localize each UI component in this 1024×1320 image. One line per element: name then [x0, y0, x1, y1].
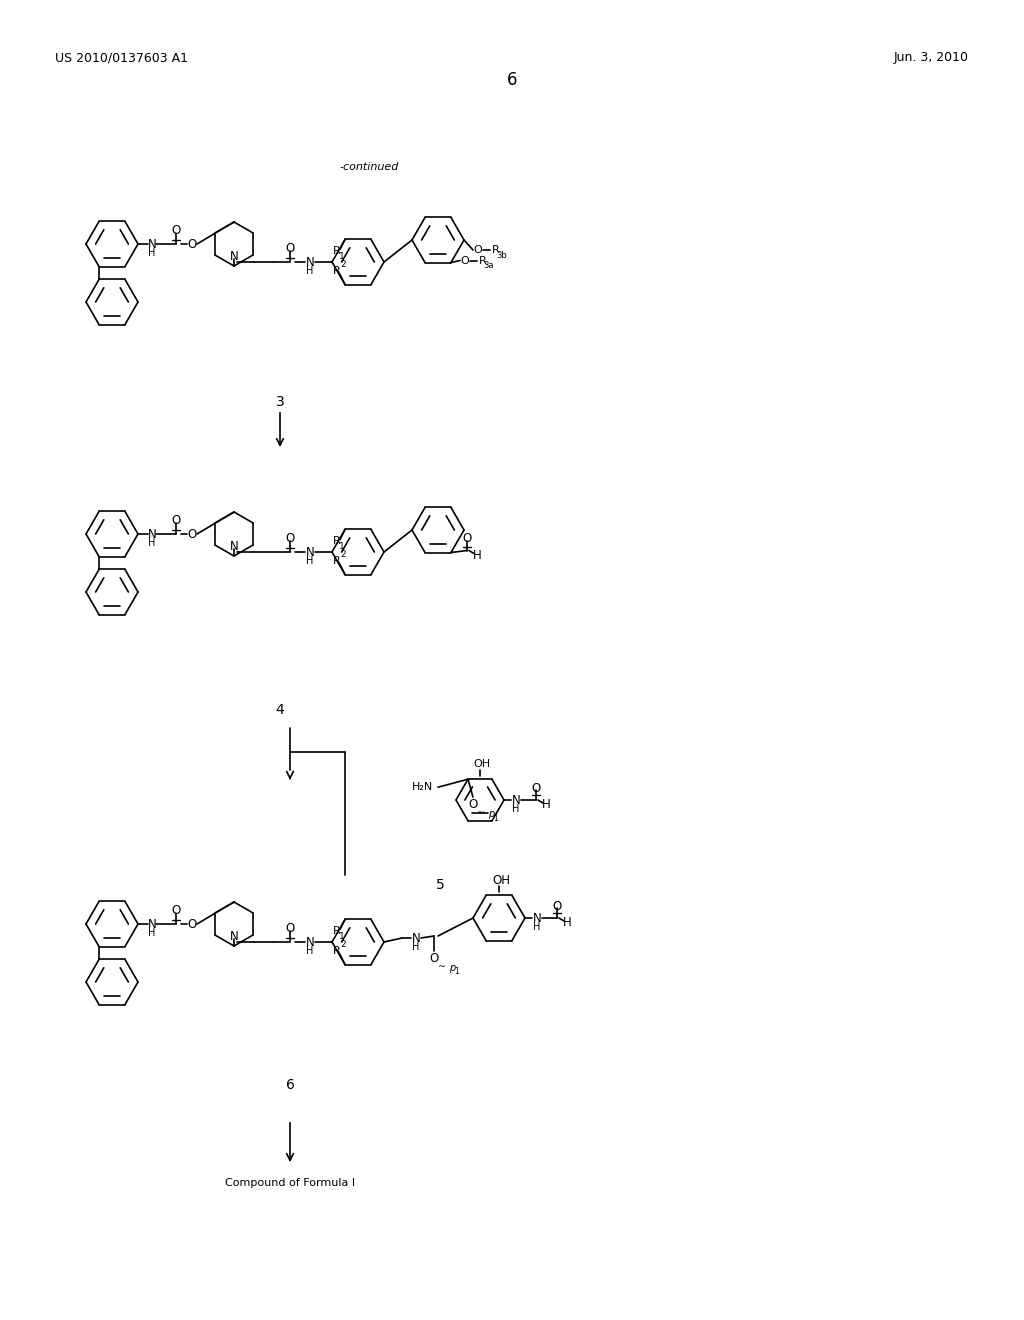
- Text: O: O: [187, 238, 197, 251]
- Text: -continued: -continued: [340, 162, 399, 172]
- Text: O: O: [187, 528, 197, 540]
- Text: 6: 6: [507, 71, 517, 88]
- Text: p: p: [449, 964, 455, 973]
- Text: R: R: [493, 246, 500, 255]
- Text: O: O: [171, 224, 180, 238]
- Text: N: N: [229, 540, 239, 553]
- Text: O: O: [187, 917, 197, 931]
- Text: 1: 1: [339, 932, 345, 941]
- Text: 4: 4: [275, 704, 285, 717]
- Text: N: N: [512, 793, 520, 807]
- Text: O: O: [552, 899, 561, 912]
- Text: 2: 2: [340, 260, 346, 269]
- Text: O: O: [474, 246, 482, 255]
- Text: R: R: [333, 945, 341, 956]
- Text: O: O: [286, 532, 295, 545]
- Text: H: H: [512, 804, 520, 814]
- Text: N: N: [305, 256, 314, 268]
- Text: O: O: [463, 532, 472, 545]
- Text: N: N: [412, 932, 421, 945]
- Text: US 2010/0137603 A1: US 2010/0137603 A1: [55, 51, 188, 65]
- Text: OH: OH: [473, 759, 490, 770]
- Text: N: N: [147, 528, 157, 540]
- Text: N: N: [229, 929, 239, 942]
- Text: O: O: [531, 781, 541, 795]
- Text: H: H: [562, 916, 571, 928]
- Text: 3b: 3b: [497, 251, 507, 260]
- Text: N: N: [305, 545, 314, 558]
- Text: 1: 1: [455, 968, 460, 977]
- Text: O: O: [286, 923, 295, 936]
- Text: O: O: [171, 515, 180, 528]
- Text: H: H: [473, 549, 481, 562]
- Text: R: R: [479, 256, 486, 265]
- Text: 1: 1: [339, 252, 345, 261]
- Text: 3: 3: [275, 395, 285, 409]
- Text: N: N: [229, 249, 239, 263]
- Text: H: H: [148, 248, 156, 257]
- Text: Jun. 3, 2010: Jun. 3, 2010: [894, 51, 969, 65]
- Text: Compound of Formula I: Compound of Formula I: [225, 1177, 355, 1188]
- Text: H₂N: H₂N: [412, 783, 433, 792]
- Text: 6: 6: [286, 1078, 295, 1092]
- Text: R: R: [333, 927, 341, 936]
- Text: R: R: [333, 556, 341, 565]
- Text: 2: 2: [340, 550, 346, 558]
- Text: 3a: 3a: [483, 261, 495, 271]
- Text: 5: 5: [435, 878, 444, 892]
- Text: R: R: [333, 265, 341, 276]
- Text: R: R: [333, 247, 341, 256]
- Text: OH: OH: [492, 874, 510, 887]
- Text: H: H: [306, 946, 313, 956]
- Text: H: H: [148, 539, 156, 548]
- Text: 1: 1: [494, 813, 499, 822]
- Text: 2: 2: [340, 940, 346, 949]
- Text: H: H: [306, 556, 313, 566]
- Text: H: H: [148, 928, 156, 939]
- Text: H: H: [542, 797, 550, 810]
- Text: O: O: [286, 243, 295, 256]
- Text: N: N: [147, 917, 157, 931]
- Text: H: H: [413, 942, 420, 952]
- Text: ∼: ∼: [477, 808, 485, 817]
- Text: 1: 1: [339, 543, 345, 550]
- Text: N: N: [532, 912, 542, 924]
- Text: R: R: [333, 536, 341, 546]
- Text: H: H: [306, 267, 313, 276]
- Text: O: O: [468, 797, 477, 810]
- Text: p: p: [487, 809, 495, 820]
- Text: O: O: [461, 256, 469, 265]
- Text: O: O: [429, 952, 438, 965]
- Text: N: N: [305, 936, 314, 949]
- Text: O: O: [171, 904, 180, 917]
- Text: ∼: ∼: [438, 961, 446, 972]
- Text: N: N: [147, 238, 157, 251]
- Text: H: H: [534, 921, 541, 932]
